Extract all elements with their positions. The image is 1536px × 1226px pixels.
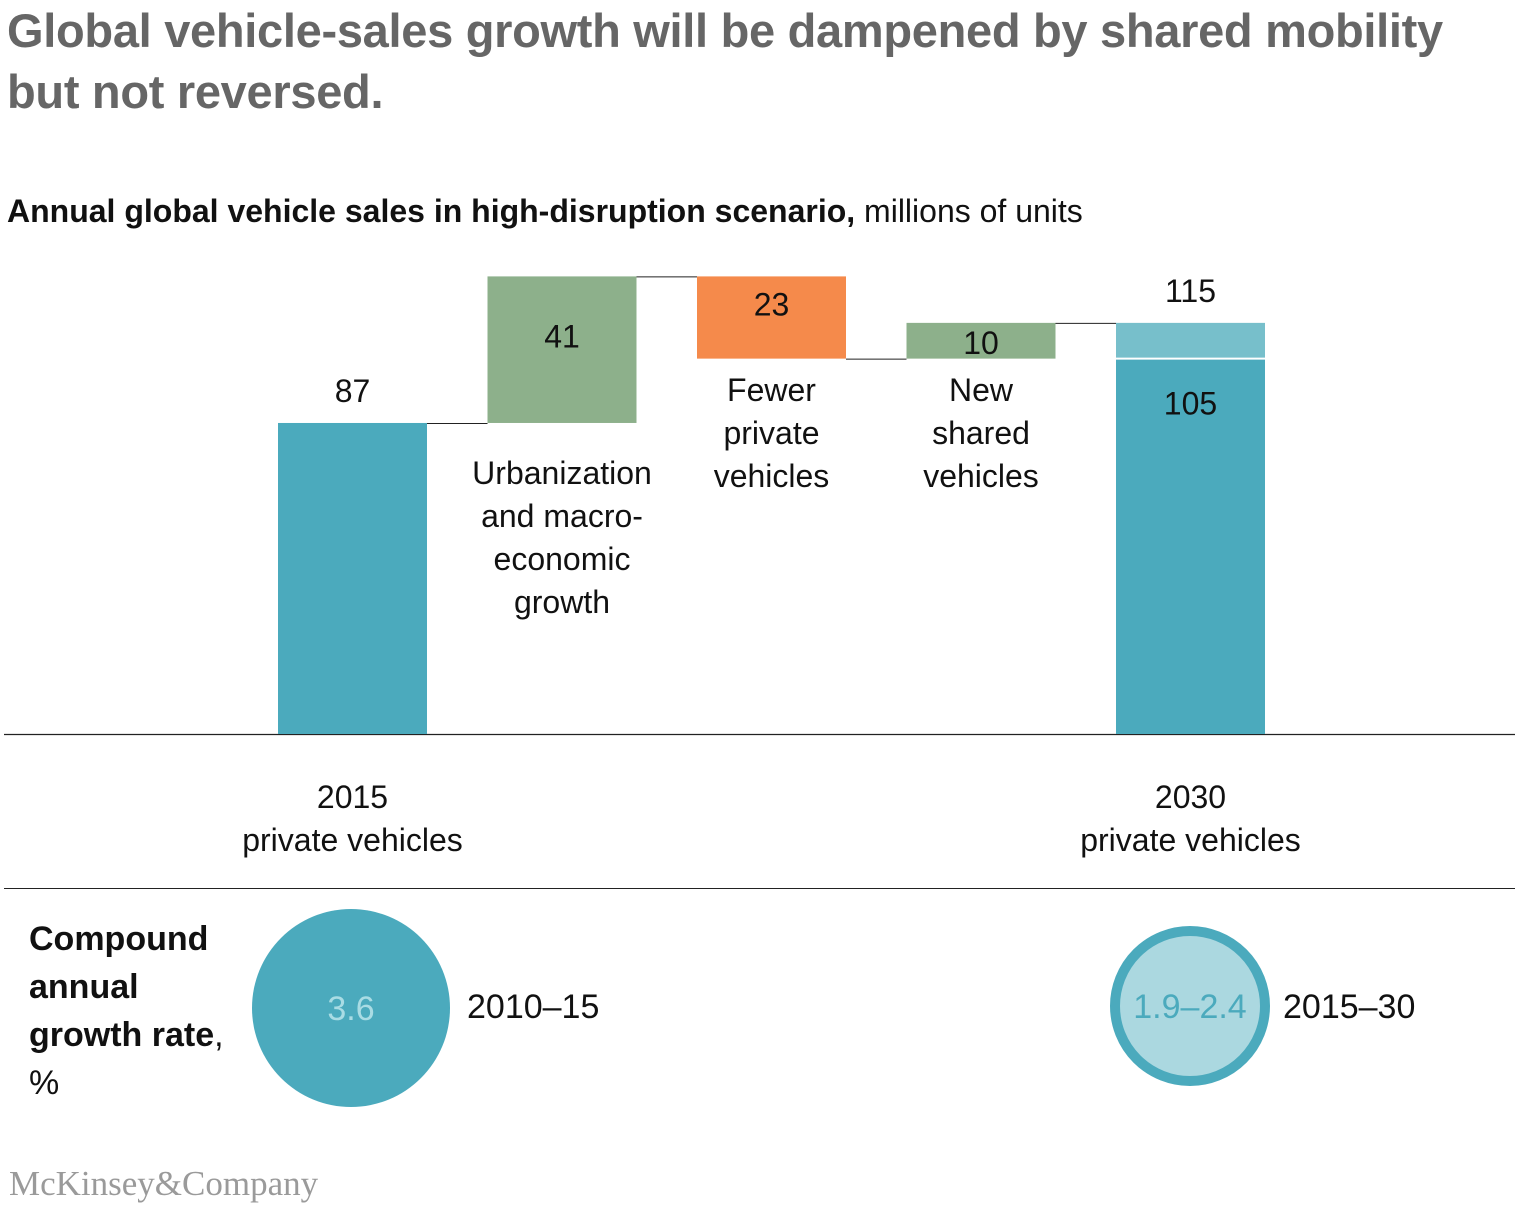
category-label-line: vehicles [923, 457, 1039, 494]
bar-value-label: 87 [335, 373, 371, 409]
bar-value-label: 41 [544, 319, 580, 355]
category-label: Fewer private vehicles [642, 369, 902, 498]
chart-title: Global vehicle-sales growth will be damp… [7, 4, 1443, 118]
cagr-period-1: 2010–15 [467, 988, 600, 1026]
bar-value-label: 10 [963, 325, 999, 361]
bar-2 [697, 276, 846, 359]
cagr-unit: , % [29, 1016, 224, 1102]
category-label-line: private [723, 414, 820, 451]
bar-segment-4-1 [1116, 322, 1265, 359]
cagr-value-2: 1.9–2.4 [1133, 988, 1246, 1026]
bar-segment-4-0 [1116, 358, 1265, 734]
category-label-line: vehicles [713, 457, 830, 494]
cagr-value-1: 3.6 [327, 990, 374, 1028]
category-label-line: Fewer [727, 371, 816, 408]
bar-1 [487, 276, 637, 423]
mckinsey-logo: McKinsey&Company [9, 1164, 319, 1203]
cagr-circle-filled [252, 909, 450, 1107]
category-label-line: New [948, 371, 1013, 408]
cagr-label-text: Compound annual growth rate [29, 920, 215, 1054]
category-label-line: and macro- [481, 498, 643, 534]
cagr-circle-outlined [1110, 926, 1270, 1086]
bar-value-label: 115 [1165, 273, 1216, 309]
bar-value-label: 23 [754, 287, 790, 323]
category-label-line: shared [932, 414, 1030, 451]
category-label-line: Urbanization [472, 455, 652, 491]
category-label-line: private vehicles [1080, 822, 1301, 858]
cagr-period-2: 2015–30 [1283, 988, 1416, 1026]
subtitle-bold: Annual global vehicle sales in high-disr… [7, 193, 856, 229]
category-label-line: 2015 [316, 779, 389, 815]
chart-subtitle: Annual global vehicle sales in high-disr… [7, 193, 1083, 230]
cagr-label: Compound annual growth rate, % [29, 915, 229, 1107]
category-label: Urbanization and macro-economic growth [432, 452, 692, 624]
category-label-line: economic [493, 541, 631, 577]
bar-0 [278, 422, 427, 734]
category-label: 2015 private vehicles [223, 776, 483, 862]
category-label: 2030 private vehicles [1061, 776, 1321, 862]
subtitle-unit: millions of units [855, 193, 1083, 229]
section-divider [4, 888, 1515, 889]
category-label: New shared vehicles [851, 369, 1111, 498]
category-label-line: private vehicles [242, 822, 463, 858]
bar-3 [906, 322, 1056, 359]
bar-inner-label: 105 [1164, 386, 1217, 422]
category-label-line: 2030 [1154, 779, 1227, 815]
category-label-line: growth [513, 584, 611, 620]
